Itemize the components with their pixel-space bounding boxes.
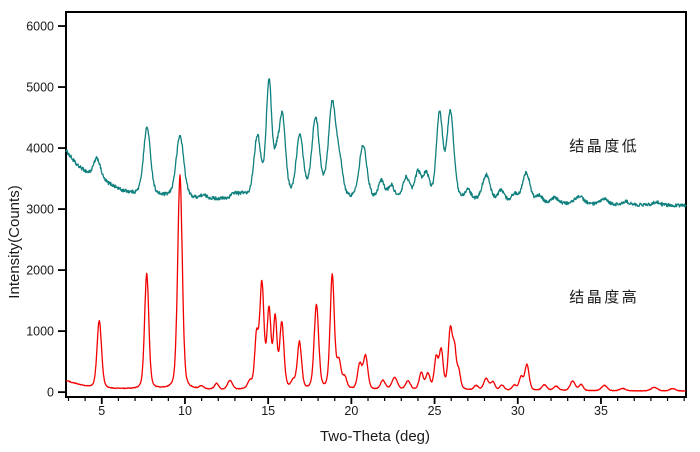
series-label-low-crystallinity: 结晶度低 — [569, 137, 639, 155]
y-tick-label: 1000 — [26, 325, 54, 339]
series-label-high-crystallinity: 结晶度高 — [569, 288, 639, 306]
x-axis-title: Two-Theta (deg) — [320, 428, 430, 445]
y-tick-label: 5000 — [26, 81, 54, 95]
x-tick-label: 5 — [98, 404, 105, 418]
curve-layer — [65, 78, 687, 392]
x-tick-label: 10 — [178, 404, 192, 418]
y-tick-label: 4000 — [26, 142, 54, 156]
plot-frame-layer — [65, 11, 687, 398]
x-tick-label: 20 — [344, 404, 358, 418]
x-tick-label: 35 — [594, 404, 608, 418]
y-tick-label: 2000 — [26, 264, 54, 278]
y-tick-label: 6000 — [26, 20, 54, 34]
series-curve-low-crystallinity — [65, 78, 687, 208]
plot-frame — [65, 11, 687, 398]
y-tick-label: 3000 — [26, 203, 54, 217]
x-tick-label: 15 — [261, 404, 275, 418]
x-tick-label: 30 — [511, 404, 525, 418]
y-tick-label: 0 — [47, 386, 54, 400]
axis-tick-layer: 5 10 15 20 25 30 35 0 1000 2000 3000 4000 5000 6000 — [26, 20, 685, 418]
y-axis-title: Intensity(Counts) — [6, 185, 23, 298]
series-curve-high-crystallinity — [65, 174, 687, 392]
x-tick-label: 25 — [428, 404, 442, 418]
